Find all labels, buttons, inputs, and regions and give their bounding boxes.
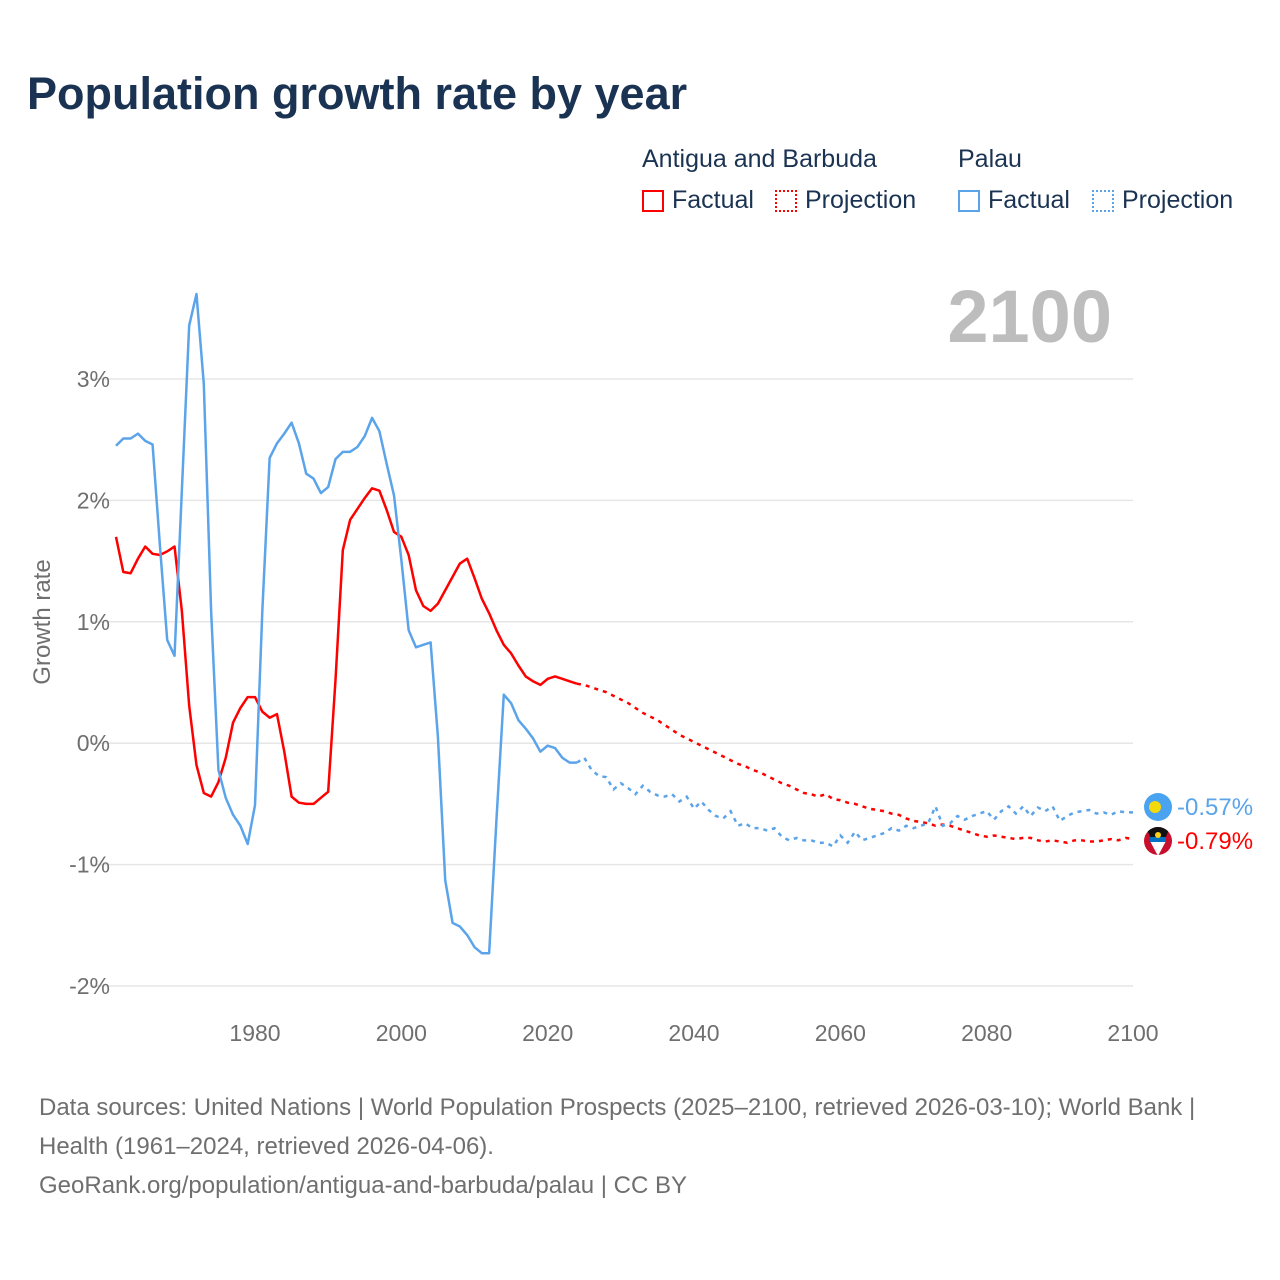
legend-label: Factual [988, 186, 1070, 214]
legend-label: Factual [672, 186, 754, 214]
x-tick-label: 2020 [522, 1020, 573, 1046]
legend-swatch-solid [642, 189, 664, 212]
y-axis-label: Growth rate [29, 559, 56, 684]
legend-palau-factual[interactable]: Factual [958, 186, 1070, 215]
legend-antigua-projection[interactable]: Projection [775, 186, 916, 215]
attribution-link[interactable]: GeoRank.org/population/antigua-and-barbu… [39, 1172, 687, 1199]
y-tick-label: 3% [77, 366, 110, 392]
palau-end-label: -0.57% [1177, 794, 1253, 821]
legend-swatch-dotted [1092, 189, 1114, 212]
legend-group-palau: Palau [958, 145, 1022, 173]
legend-palau-projection[interactable]: Projection [1092, 186, 1233, 215]
x-tick-label: 2100 [1107, 1020, 1158, 1046]
palau-projection-line [576, 756, 1133, 848]
y-tick-label: 0% [77, 730, 110, 756]
x-tick-label: 2080 [961, 1020, 1012, 1046]
legend-antigua-factual[interactable]: Factual [642, 186, 754, 215]
antigua-flag-icon [1144, 827, 1172, 855]
x-tick-label: 2060 [815, 1020, 866, 1046]
x-tick-label: 2040 [668, 1020, 719, 1046]
x-tick-label: 2000 [376, 1020, 427, 1046]
footer: Data sources: United Nations | World Pop… [39, 1088, 1239, 1205]
x-tick-label: 1980 [229, 1020, 280, 1046]
current-year-display: 2100 [947, 275, 1112, 358]
legend-swatch-solid [958, 189, 980, 212]
palau-flag-disc [1149, 801, 1161, 813]
legend-swatch-dotted [775, 189, 797, 212]
antigua-projection-line [576, 682, 1134, 845]
legend-label: Projection [1122, 186, 1234, 214]
antigua-end-label: -0.79% [1177, 828, 1253, 855]
y-tick-label: 2% [77, 487, 110, 513]
data-sources: Data sources: United Nations | World Pop… [39, 1094, 1196, 1160]
legend-label: Projection [805, 186, 917, 214]
y-tick-label: -2% [69, 973, 110, 999]
y-tick-label: -1% [69, 852, 110, 878]
palau-end-marker: -0.57% [1144, 793, 1253, 821]
legend-group-antigua: Antigua and Barbuda [642, 145, 877, 173]
antigua-end-marker: -0.79% [1144, 827, 1253, 855]
palau-factual-line [115, 292, 577, 955]
y-tick-label: 1% [77, 609, 110, 635]
chart-title: Population growth rate by year [27, 68, 688, 119]
antigua-factual-line [114, 487, 578, 806]
